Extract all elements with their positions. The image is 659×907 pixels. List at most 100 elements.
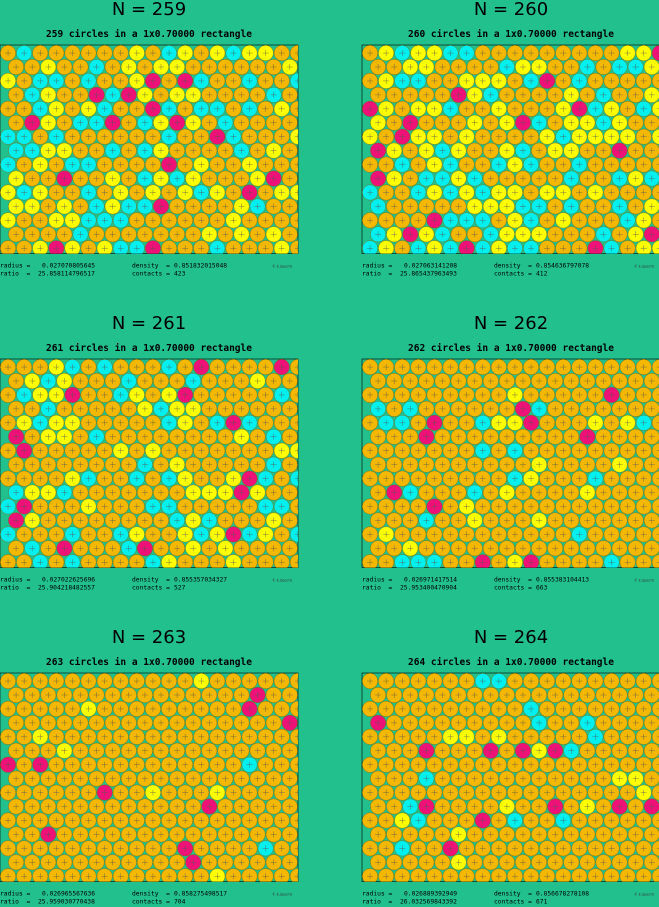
packing-panel: N = 264 264 circles in a 1x0.70000 rectan…: [361, 627, 659, 906]
panel-subtitle: 263 circles in a 1x0.70000 rectangle: [46, 657, 252, 668]
ratio-label: ratio =: [0, 271, 31, 278]
panel-subtitle: 260 circles in a 1x0.70000 rectangle: [408, 29, 614, 40]
ratio-label: ratio =: [0, 899, 31, 906]
circle: [651, 156, 659, 173]
circle: [289, 673, 298, 689]
circles: [0, 673, 298, 882]
circle: [289, 812, 298, 829]
contacts-label: contacts =: [132, 899, 170, 906]
radius-value: 0.026965567636: [42, 891, 95, 898]
circles: [362, 45, 659, 254]
packing-panel: N = 262 262 circles in a 1x0.70000 rectan…: [361, 313, 659, 592]
density-label: density =: [132, 577, 170, 584]
radius-label: radius =: [0, 891, 31, 898]
circle: [651, 73, 659, 89]
panel-title: N = 261: [112, 313, 186, 334]
circles: [0, 359, 298, 568]
circle: [651, 184, 659, 201]
circle: [651, 470, 659, 487]
density-label: density =: [132, 263, 170, 270]
density-value: 0.854636797078: [536, 263, 589, 270]
circle: [297, 380, 298, 382]
circle: [289, 156, 298, 173]
radius-label: radius =: [0, 577, 31, 584]
circle: [289, 414, 298, 431]
panel-subtitle: 261 circles in a 1x0.70000 rectangle: [46, 343, 252, 354]
credit: © E.Specht: [634, 265, 655, 269]
circle: [651, 387, 659, 403]
panel-title: N = 260: [474, 0, 548, 20]
circle: [651, 498, 659, 515]
panel-title: N = 262: [474, 313, 548, 334]
credit: © E.Specht: [272, 893, 293, 897]
circle: [651, 784, 659, 801]
circle: [651, 756, 659, 773]
density-value: 0.855383104413: [536, 577, 589, 584]
circle: [289, 386, 298, 403]
circle: [297, 149, 298, 152]
contacts-label: contacts =: [494, 585, 532, 592]
circle: [289, 72, 298, 89]
circle: [297, 722, 298, 724]
packing-panel: N = 261 261 circles in a 1x0.70000 rectan…: [0, 313, 299, 592]
circle: [297, 94, 298, 96]
panel-title: N = 263: [112, 627, 186, 648]
contacts-value: 527: [174, 585, 186, 592]
ratio-label: ratio =: [0, 585, 31, 592]
contacts-value: 423: [174, 271, 186, 278]
circle: [297, 463, 298, 466]
circle: [297, 177, 298, 180]
circle: [289, 700, 298, 717]
circle: [289, 756, 298, 773]
circle: [651, 728, 659, 745]
circle: [289, 128, 298, 145]
packing-panel: N = 259 259 circles in a 1x0.70000 rectan…: [0, 0, 299, 278]
panel-title: N = 264: [474, 627, 548, 648]
circle: [289, 554, 298, 568]
circle: [289, 840, 298, 857]
circle: [289, 442, 298, 459]
circle: [297, 749, 298, 752]
circles: [362, 673, 659, 882]
panel-subtitle: 264 circles in a 1x0.70000 rectangle: [408, 657, 614, 668]
contacts-label: contacts =: [132, 271, 170, 278]
contacts-value: 704: [174, 899, 186, 906]
circle: [289, 212, 298, 229]
contacts-label: contacts =: [132, 585, 170, 592]
density-value: 0.858275498517: [174, 891, 227, 898]
contacts-label: contacts =: [494, 271, 532, 278]
circle: [297, 861, 298, 864]
circle: [289, 45, 298, 61]
circle: [651, 554, 659, 568]
circle: [297, 777, 298, 780]
circle: [297, 491, 298, 494]
density-label: density =: [132, 891, 170, 898]
radius-label: radius =: [362, 263, 393, 270]
circle: [289, 728, 298, 745]
radius-label: radius =: [362, 577, 393, 584]
circle: [289, 359, 298, 375]
circle: [289, 868, 298, 882]
panel-subtitle: 262 circles in a 1x0.70000 rectangle: [408, 343, 614, 354]
circle: [297, 694, 298, 696]
ratio-label: ratio =: [362, 585, 393, 592]
density-value: 0.855357034327: [174, 577, 227, 584]
circle: [651, 128, 659, 145]
circle: [297, 408, 298, 410]
circle: [289, 526, 298, 543]
circles: [0, 45, 298, 254]
packing-panel: N = 260 260 circles in a 1x0.70000 rectan…: [361, 0, 659, 278]
circle: [651, 812, 659, 829]
credit: © E.Specht: [272, 265, 293, 269]
ratio-value: 25.858114796517: [38, 271, 95, 278]
contacts-value: 412: [536, 271, 548, 278]
credit: © E.Specht: [272, 579, 293, 583]
circle: [297, 435, 298, 438]
circle: [651, 414, 659, 431]
circle: [289, 184, 298, 201]
circle: [297, 805, 298, 808]
panel-subtitle: 259 circles in a 1x0.70000 rectangle: [46, 29, 252, 40]
ratio-value: 25.953400470904: [400, 585, 457, 592]
